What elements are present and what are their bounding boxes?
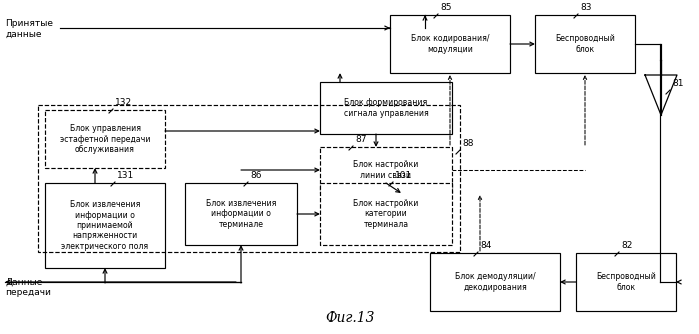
Text: Данные
передачи: Данные передачи [5,278,51,297]
Text: 86: 86 [250,171,261,180]
Text: 132: 132 [115,98,132,107]
Text: Беспроводный
блок: Беспроводный блок [596,272,656,292]
Text: Блок формирования
сигнала управления: Блок формирования сигнала управления [344,98,428,118]
Bar [320,183,452,245]
Text: 101: 101 [395,171,412,180]
Text: Фиг.13: Фиг.13 [325,311,375,325]
Bar [45,183,165,268]
Text: 82: 82 [621,241,633,250]
Text: 88: 88 [462,139,473,148]
Bar [576,253,676,311]
Bar [390,15,510,73]
Bar [185,183,297,245]
Text: 85: 85 [440,3,452,12]
Text: Блок настройки
линии связи: Блок настройки линии связи [353,160,419,180]
Text: 81: 81 [672,79,684,88]
Bar [38,105,460,252]
Text: 131: 131 [117,171,134,180]
Text: Беспроводный
блок: Беспроводный блок [555,34,615,54]
Bar [320,82,452,134]
Bar [45,110,165,168]
Bar [320,147,452,193]
Text: Блок извлечения
информации о
принимаемой
напряженности
электрического поля: Блок извлечения информации о принимаемой… [62,200,149,251]
Text: Блок кодирования/
модуляции: Блок кодирования/ модуляции [411,34,489,54]
Bar [430,253,560,311]
Text: Блок управления
эстафетной передачи
обслуживания: Блок управления эстафетной передачи обсл… [59,124,150,154]
Text: Блок демодуляции/
декодирования: Блок демодуляции/ декодирования [454,272,535,292]
Text: 83: 83 [580,3,591,12]
Text: 87: 87 [355,135,366,144]
Text: Блок извлечения
информации о
терминале: Блок извлечения информации о терминале [206,199,276,229]
Text: 84: 84 [480,241,491,250]
Text: Блок настройки
категории
терминала: Блок настройки категории терминала [353,199,419,229]
Bar [535,15,635,73]
Text: Принятые
данные: Принятые данные [5,19,53,38]
